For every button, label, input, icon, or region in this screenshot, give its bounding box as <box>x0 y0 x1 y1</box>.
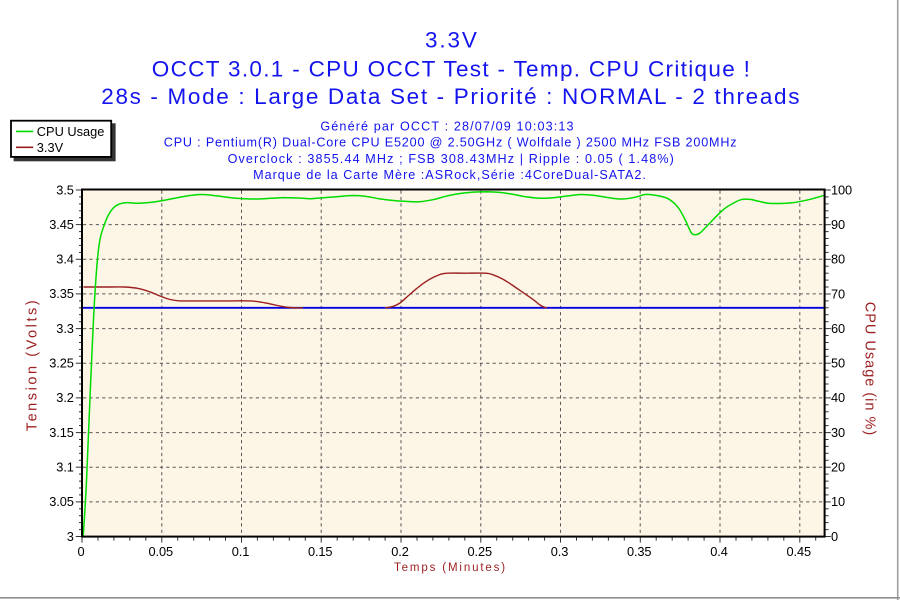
svg-text:Overclock : 3855.44 MHz ; FSB: Overclock : 3855.44 MHz ; FSB 308.43MHz … <box>228 152 675 166</box>
svg-text:3: 3 <box>67 529 74 544</box>
svg-text:3.3V: 3.3V <box>37 140 64 155</box>
svg-text:OCCT 3.0.1 - CPU OCCT Test - T: OCCT 3.0.1 - CPU OCCT Test - Temp. CPU C… <box>152 56 751 81</box>
svg-text:Tension (Volts): Tension (Volts) <box>25 298 41 432</box>
svg-text:80: 80 <box>831 252 845 267</box>
svg-text:70: 70 <box>831 286 845 301</box>
svg-text:0.4: 0.4 <box>710 544 728 559</box>
svg-text:3.25: 3.25 <box>49 356 74 371</box>
svg-text:3.05: 3.05 <box>49 494 74 509</box>
svg-text:40: 40 <box>831 390 845 405</box>
svg-text:100: 100 <box>831 182 852 197</box>
svg-text:3.1: 3.1 <box>56 460 74 475</box>
svg-text:0: 0 <box>77 544 84 559</box>
svg-text:0.25: 0.25 <box>468 544 493 559</box>
svg-text:Marque de la Carte Mère :ASRoc: Marque de la Carte Mère :ASRock,Série :4… <box>253 168 647 182</box>
svg-text:3.45: 3.45 <box>49 217 74 232</box>
svg-text:3.3: 3.3 <box>56 321 74 336</box>
svg-text:0.3: 0.3 <box>551 544 569 559</box>
svg-text:3.4: 3.4 <box>56 252 74 267</box>
svg-text:50: 50 <box>831 356 845 371</box>
svg-text:10: 10 <box>831 494 845 509</box>
svg-text:CPU Usage (in %): CPU Usage (in %) <box>862 302 878 436</box>
svg-text:3.35: 3.35 <box>49 286 74 301</box>
svg-text:3.5: 3.5 <box>56 182 74 197</box>
svg-text:0: 0 <box>831 529 838 544</box>
svg-text:28s - Mode : Large Data Set -: 28s - Mode : Large Data Set - Priorité :… <box>101 84 801 109</box>
svg-text:CPU : Pentium(R) Dual-Core CPU: CPU : Pentium(R) Dual-Core CPU E5200 @ 2… <box>164 136 738 150</box>
svg-text:CPU Usage: CPU Usage <box>37 124 105 139</box>
svg-text:0.15: 0.15 <box>308 544 333 559</box>
svg-text:90: 90 <box>831 217 845 232</box>
svg-text:3.2: 3.2 <box>56 390 74 405</box>
svg-text:Généré par OCCT : 28/07/09 10:: Généré par OCCT : 28/07/09 10:03:13 <box>320 119 574 133</box>
svg-text:0.1: 0.1 <box>232 544 250 559</box>
svg-text:0.35: 0.35 <box>627 544 652 559</box>
svg-text:0.45: 0.45 <box>787 544 812 559</box>
svg-text:3.15: 3.15 <box>49 425 74 440</box>
svg-text:Temps (Minutes): Temps (Minutes) <box>394 562 507 574</box>
svg-text:60: 60 <box>831 321 845 336</box>
svg-text:0.05: 0.05 <box>149 544 174 559</box>
svg-text:30: 30 <box>831 425 845 440</box>
svg-text:0.2: 0.2 <box>391 544 409 559</box>
svg-text:3.3V: 3.3V <box>425 28 479 53</box>
svg-text:20: 20 <box>831 460 845 475</box>
